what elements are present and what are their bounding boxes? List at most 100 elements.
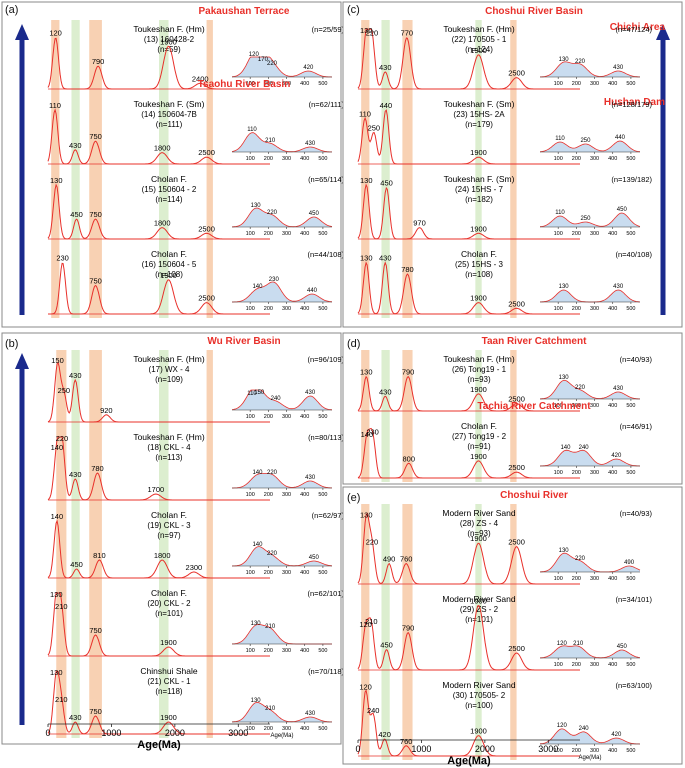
- region-title: Tsaohu River Basin: [198, 79, 291, 90]
- inset-tick-label: 200: [264, 492, 273, 498]
- inset-peak-label: 110: [555, 136, 565, 142]
- inset-tick-label: 100: [246, 648, 255, 654]
- inset-count: (n=25/59): [312, 25, 345, 34]
- formation-label: Toukeshan F. (Hm): [133, 24, 204, 34]
- peak-label: 1900: [470, 224, 487, 233]
- inset-count: (n=62/111): [309, 100, 345, 109]
- inset-peak-label: 240: [579, 445, 590, 451]
- peak-label: 1900: [470, 294, 487, 303]
- inset-tick-label: 300: [590, 231, 599, 237]
- panel-label: (c): [347, 4, 360, 16]
- peak-label: 210: [55, 695, 68, 704]
- inset-tick-label: 300: [282, 156, 291, 162]
- peak-label: 110: [359, 109, 371, 118]
- inset-tick-label: 500: [626, 231, 635, 237]
- sample-count: (n=100): [465, 701, 493, 710]
- inset-tick-label: 100: [554, 470, 563, 476]
- peak-label: 130: [360, 510, 373, 519]
- region-title: Choshui River Basin: [485, 6, 583, 17]
- peak-label: 800: [402, 454, 415, 463]
- inset-peak-label: 420: [611, 453, 622, 459]
- inset-peak-label: 240: [271, 396, 282, 402]
- sample-block: Cholan F.(20) CKL - 2(n=101)130210750190…: [47, 588, 344, 657]
- inset-histogram: [540, 213, 640, 227]
- peak-label: 1900: [160, 271, 177, 280]
- panel-frame: [342, 332, 683, 485]
- peak-label: 140: [361, 430, 374, 439]
- inset-peak-label: 430: [613, 65, 624, 71]
- peak-label: 2500: [508, 463, 525, 472]
- inset-tick-label: 400: [608, 748, 617, 754]
- peak-label: 2500: [508, 299, 525, 308]
- peak-label: 490: [383, 555, 396, 564]
- sample-label: (25) 15HS - 3: [455, 260, 504, 269]
- kde-curve: [357, 605, 580, 671]
- inset-peak-label: 430: [305, 390, 316, 396]
- formation-label: Toukeshan F. (Sm): [444, 174, 515, 184]
- sample-block: Choshui River Basin Chichi Area Toukeshan …: [357, 6, 665, 90]
- inset-tick-label: 100: [554, 156, 563, 162]
- formation-label: Modern River Sand: [442, 680, 516, 690]
- formation-label: Cholan F.: [151, 588, 187, 598]
- peak-label: 1900: [470, 534, 487, 543]
- inset-tick-label: 400: [300, 231, 309, 237]
- sample-count: (n=124): [465, 45, 493, 54]
- inset-tick-label: 200: [572, 81, 581, 87]
- inset-count: (n=70/118): [308, 667, 344, 676]
- age-band-green: [71, 20, 80, 318]
- inset-tick-label: 400: [300, 414, 309, 420]
- inset-peak-label: 220: [575, 556, 586, 562]
- inset-tick-label: 200: [264, 726, 273, 732]
- kde-curve: [357, 689, 580, 757]
- peak-label: 120: [49, 29, 62, 38]
- inset-tick-label: 100: [246, 414, 255, 420]
- inset-peak-label: 140: [252, 470, 263, 476]
- inset-curve: [540, 61, 640, 78]
- panel-frame: [1, 1, 342, 328]
- sample-block: Chinshui Shale(21) CKL - 1(n=118)1302104…: [47, 666, 344, 739]
- inset-histogram: [540, 61, 640, 77]
- inset-peak-label: 130: [251, 621, 262, 627]
- inset-count: (n=62/97): [312, 511, 345, 520]
- inset-count: (n=44/108): [308, 250, 345, 259]
- peak-label: 1900: [160, 37, 177, 46]
- peak-label: 130: [360, 26, 373, 35]
- peak-label: 790: [402, 368, 415, 377]
- inset-tick-label: 100: [246, 156, 255, 162]
- inset-tick-label: 200: [572, 576, 581, 582]
- region-title: Taan River Catchment: [482, 336, 588, 347]
- peak-label: 450: [70, 210, 83, 219]
- formation-label: Toukeshan F. (Sm): [134, 99, 205, 109]
- kde-curve: [47, 670, 270, 735]
- age-band-green: [381, 20, 390, 318]
- inset-tick-label: 400: [608, 156, 617, 162]
- inset-tick-label: 300: [282, 306, 291, 312]
- peak-label: 750: [89, 277, 102, 286]
- inset-peak-label: 420: [303, 65, 314, 71]
- inset-count: (n=63/100): [616, 681, 653, 690]
- peak-label: 230: [366, 427, 379, 436]
- panel-label: (e): [347, 492, 360, 504]
- inset-tick-label: 500: [318, 231, 327, 237]
- inset-tick-label: 400: [608, 662, 617, 668]
- peak-label: 120: [359, 682, 372, 691]
- sample-label: (26) Tong19 - 1: [452, 365, 507, 374]
- kde-curve: [357, 183, 580, 240]
- inset-peak-label: 450: [309, 211, 320, 217]
- x-tick-label: 1000: [101, 728, 121, 738]
- age-band-orange: [510, 504, 517, 760]
- inset-peak-label: 430: [305, 475, 316, 481]
- inset-peak-label: 140: [252, 542, 263, 548]
- inset-tick-label: 100: [554, 748, 563, 754]
- sample-count: (n=179): [465, 120, 493, 129]
- inset-tick-label: 500: [318, 570, 327, 576]
- age-band-orange: [402, 20, 413, 318]
- sample-block: Cholan F.(16) 150604 - 5(n=108) 230 750 190…: [48, 249, 345, 315]
- inset-axis-title: Age(Ma): [270, 733, 293, 739]
- inset-peak-label: 220: [267, 470, 278, 476]
- sample-label: (13) 160428-2: [144, 35, 195, 44]
- age-band-orange: [56, 350, 67, 738]
- inset-curve: [539, 552, 641, 573]
